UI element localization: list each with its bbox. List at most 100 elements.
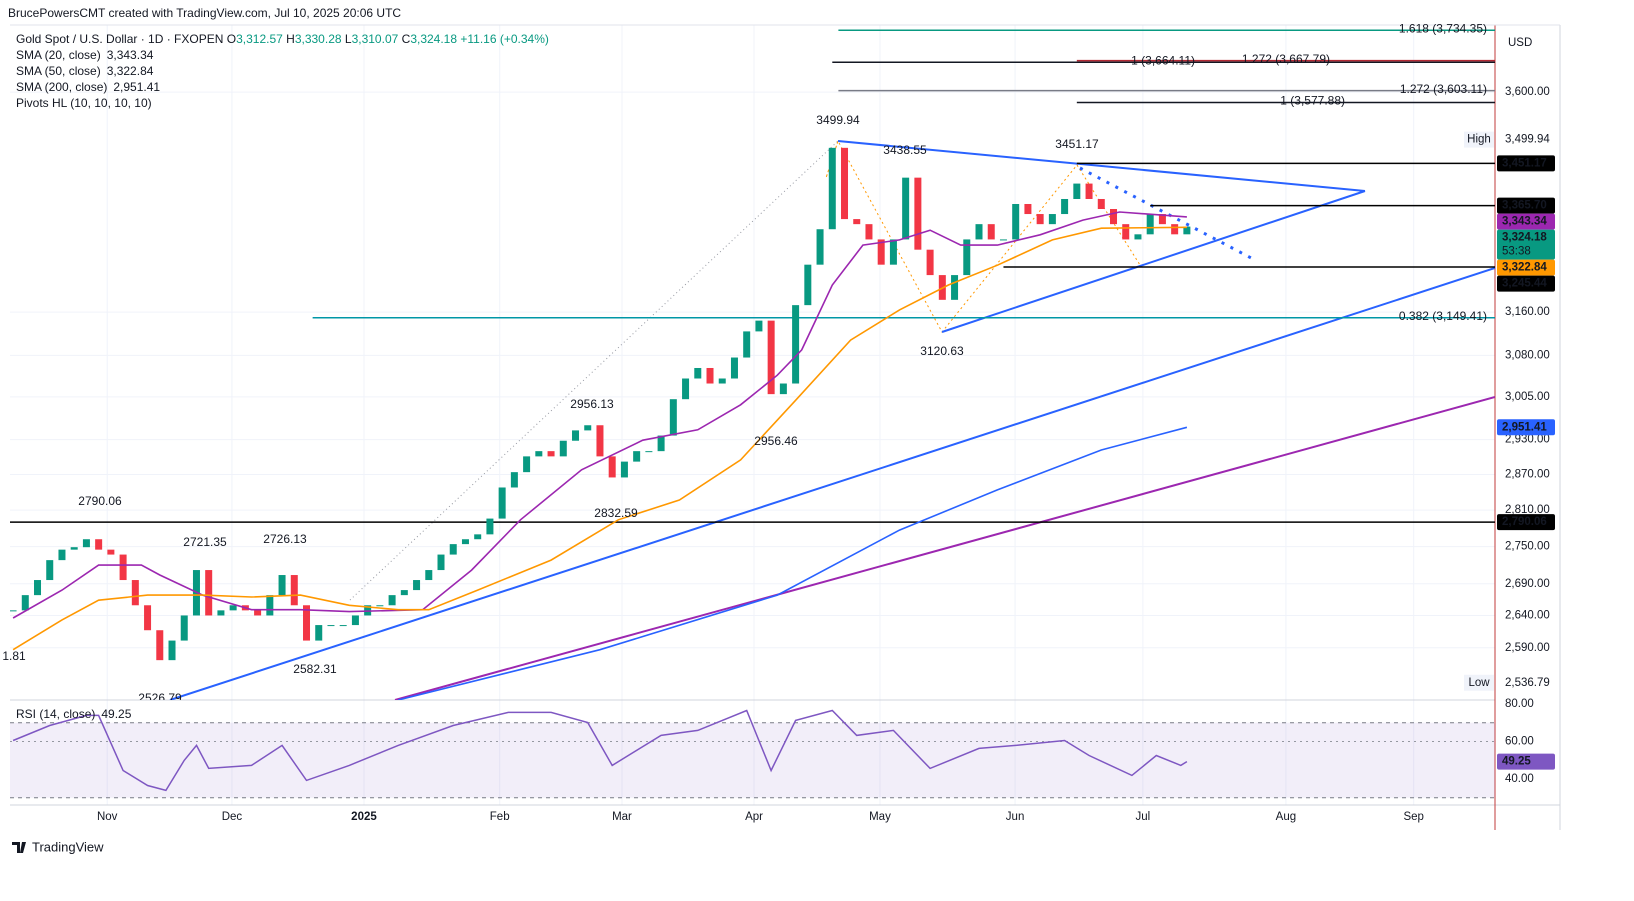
candle	[339, 625, 347, 627]
y-tick-label: 2,930.00	[1505, 434, 1550, 446]
candle	[376, 605, 384, 607]
pivot-label: 3451.17	[1055, 137, 1099, 151]
price-pane	[10, 29, 1495, 700]
candle	[853, 219, 861, 225]
candle	[633, 451, 641, 462]
high-low-label: 2,536.79	[1505, 677, 1550, 689]
candle	[486, 518, 494, 535]
candle	[1110, 209, 1118, 225]
candle	[877, 239, 885, 265]
candle	[547, 451, 555, 457]
legend-entry: SMA (20, close)	[16, 48, 101, 62]
symbol: Gold Spot / U.S. Dollar · 1D · FXOPEN	[16, 32, 223, 46]
legend-value: 3,343.34	[107, 48, 154, 62]
candle	[792, 305, 800, 384]
pivot-label: 2956.13	[570, 397, 614, 411]
candle	[303, 605, 311, 641]
ohlc-key: H	[286, 32, 295, 46]
candle	[572, 430, 580, 441]
dotted-trendline	[1079, 166, 1256, 262]
candle	[951, 275, 959, 300]
drawings	[169, 139, 1495, 700]
candle	[755, 320, 763, 332]
legend-entry: SMA (200, close)	[16, 80, 107, 94]
price-tag	[1497, 197, 1555, 214]
rsi-legend-value: 49.25	[101, 707, 131, 721]
candle	[131, 580, 139, 606]
triangle-upper	[837, 140, 1366, 192]
candle	[1122, 224, 1130, 240]
x-tick-label: Jun	[1006, 811, 1025, 823]
candle	[156, 630, 164, 661]
y-tick-label: 2,590.00	[1505, 642, 1550, 654]
price-tag-label: 2,790.06	[1502, 516, 1547, 528]
fib-label: 0.382 (3,149.41)	[1399, 309, 1487, 323]
candle	[58, 549, 66, 561]
candle	[315, 625, 323, 641]
candle	[523, 456, 531, 473]
candle	[290, 575, 298, 606]
y-tick-label: 3,600.00	[1505, 86, 1550, 98]
pivot-labels: 3499.94 3438.55 3451.17 3120.63 2956.13 …	[2, 113, 1099, 700]
ohlc-key: L	[345, 32, 352, 46]
pivot-label: 2726.13	[263, 532, 307, 546]
candle	[21, 595, 29, 611]
pivot-label: 3120.63	[920, 344, 964, 358]
candle	[584, 425, 592, 431]
y-tick-label: 3,005.00	[1505, 391, 1550, 403]
high-low-box	[1464, 131, 1494, 148]
candle	[1036, 214, 1044, 225]
pivots-legend: Pivots HL (10, 10, 10, 10)	[16, 96, 152, 110]
candle	[1097, 198, 1105, 210]
candle	[10, 610, 17, 612]
rsi-band	[10, 722, 1495, 798]
candle	[217, 610, 225, 616]
footer: TradingView	[12, 839, 104, 854]
rsi-tag-label: 49.25	[1502, 756, 1531, 768]
candle	[620, 461, 628, 478]
candle	[1171, 224, 1179, 235]
y-tick-label: 3,080.00	[1505, 349, 1550, 361]
countdown: 53:38	[1502, 246, 1531, 258]
price-tag	[1497, 419, 1555, 436]
brand: TradingView	[32, 839, 104, 854]
price-tag	[1497, 229, 1555, 260]
x-tick-label: Nov	[97, 811, 118, 823]
high-low-label: 3,499.94	[1505, 134, 1550, 146]
symbol-legend: Gold Spot / U.S. Dollar · 1D · FXOPEN O 3…	[16, 32, 549, 46]
ohlc-value: 3,324.18	[410, 32, 457, 46]
candle	[902, 177, 910, 240]
sma-line	[398, 426, 1188, 700]
candle	[46, 560, 54, 581]
candle	[278, 575, 286, 596]
candle	[144, 605, 152, 631]
ohlc-key: C	[402, 32, 411, 46]
y-tick-label: 2,810.00	[1505, 504, 1550, 516]
price-tag-label: 3,365.70	[1502, 200, 1547, 212]
candle	[926, 249, 934, 276]
high-low-tag: Low	[1468, 677, 1490, 689]
candle	[841, 147, 849, 220]
candle	[889, 239, 897, 265]
candle	[425, 570, 433, 581]
price-tag-label: 3,324.18	[1502, 232, 1547, 244]
candle	[82, 539, 90, 548]
fib-label: 1.272 (3,603.11)	[1400, 82, 1487, 96]
y-tick-label: 3,160.00	[1505, 306, 1550, 318]
candle	[1073, 183, 1081, 199]
candle	[168, 640, 176, 661]
attribution: BrucePowersCMT created with TradingView.…	[8, 6, 401, 20]
candle	[1012, 203, 1020, 240]
fib-label: 1 (3,577.88)	[1280, 94, 1345, 108]
pivot-label: 1.81	[2, 649, 26, 663]
candle	[254, 610, 262, 616]
candle	[34, 580, 42, 596]
x-tick-label: Feb	[490, 811, 510, 823]
rsi-tick-label: 80.00	[1505, 698, 1534, 710]
candle	[107, 549, 115, 555]
pivot-label: 2721.35	[183, 535, 227, 549]
ohlc-key: O	[227, 32, 236, 46]
change: +11.16 (+0.34%)	[460, 32, 549, 46]
candle	[718, 378, 726, 384]
